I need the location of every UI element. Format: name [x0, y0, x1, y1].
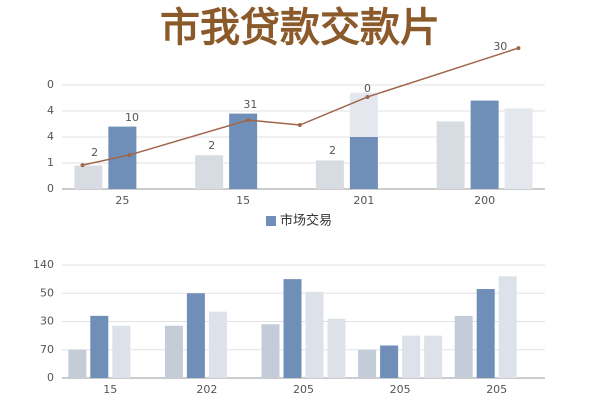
- bar: [283, 279, 302, 378]
- annotation: 31: [243, 98, 257, 111]
- x-tick-label: 15: [236, 194, 250, 207]
- bar: [498, 276, 517, 378]
- bar: [195, 155, 224, 189]
- y-tick-label: 0: [47, 182, 54, 195]
- bar: [229, 113, 258, 189]
- bar: [108, 126, 137, 189]
- y-tick-label: 4: [47, 104, 54, 117]
- bar: [315, 160, 344, 189]
- bar: [476, 289, 495, 378]
- y-tick-label: 1: [47, 156, 54, 169]
- y-tick-label: 50: [40, 286, 54, 299]
- line-point: [80, 163, 85, 168]
- bar: [436, 121, 465, 189]
- bar: [380, 345, 399, 378]
- line: [82, 47, 519, 166]
- x-tick-label: 15: [103, 383, 117, 396]
- y-tick-label: 140: [33, 258, 54, 271]
- bar: [349, 137, 378, 189]
- legend-swatch: [266, 216, 276, 226]
- bar: [454, 315, 473, 378]
- line-point: [127, 152, 132, 157]
- bar: [327, 318, 346, 378]
- x-tick-label: 205: [390, 383, 411, 396]
- bar: [470, 100, 499, 189]
- bar: [305, 291, 324, 378]
- bar: [74, 165, 103, 189]
- annotation: 10: [125, 111, 139, 124]
- annotation: 2: [208, 139, 215, 152]
- bar: [261, 324, 280, 378]
- x-tick-label: 25: [115, 194, 129, 207]
- y-tick-label: 70: [40, 343, 54, 356]
- x-tick-label: 205: [486, 383, 507, 396]
- bar: [424, 335, 443, 378]
- bar: [112, 325, 131, 378]
- bar: [68, 349, 87, 378]
- bar: [186, 293, 205, 378]
- x-tick-label: 205: [293, 383, 314, 396]
- line-point: [297, 123, 302, 128]
- x-tick-label: 201: [353, 194, 374, 207]
- x-tick-label: 202: [196, 383, 217, 396]
- chart-title: 市我贷款交款片: [160, 5, 440, 51]
- bar: [208, 311, 227, 378]
- bar: [349, 92, 378, 137]
- bar: [164, 325, 183, 378]
- annotation: 2: [91, 146, 98, 159]
- y-tick-label: 4: [47, 130, 54, 143]
- y-tick-label: 30: [40, 315, 54, 328]
- bar: [504, 108, 533, 189]
- legend-label: 市场交易: [280, 213, 332, 229]
- annotation: 0: [364, 82, 371, 95]
- bar: [402, 335, 421, 378]
- line-point: [516, 46, 521, 51]
- x-tick-label: 200: [474, 194, 495, 207]
- line-point: [245, 118, 250, 123]
- y-tick-label: 0: [47, 371, 54, 384]
- annotation: 2: [329, 144, 336, 157]
- y-tick-label: 0: [47, 78, 54, 91]
- line-point: [365, 94, 370, 99]
- bar: [90, 315, 109, 378]
- annotation: 30: [493, 40, 507, 53]
- bar: [358, 349, 377, 378]
